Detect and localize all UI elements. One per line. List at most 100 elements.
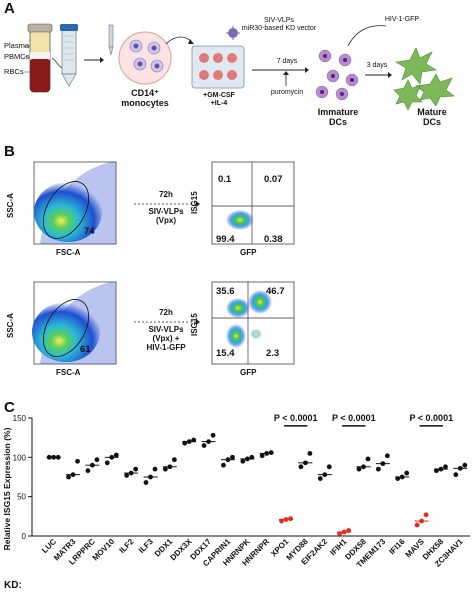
data-point: [162, 466, 168, 472]
immature-dcs-icon: [315, 49, 359, 101]
pipette-icon: [108, 24, 114, 56]
arrow-top-row2: 72h: [159, 308, 173, 317]
vector-line-1: SIV-VLPs: [264, 17, 294, 24]
data-point: [113, 452, 119, 458]
blood-tube-icon: [27, 23, 53, 93]
data-point: [317, 476, 323, 481]
data-point: [453, 472, 459, 478]
quadrant-ul-row1: 0.1: [218, 174, 232, 185]
significance-label: P < 0.0001: [274, 413, 318, 423]
data-point: [375, 466, 381, 472]
x-axis-label: KD:: [4, 580, 22, 591]
x-tick-label: ILF2: [118, 537, 136, 555]
significance-label: P < 0.0001: [332, 413, 376, 423]
data-point: [75, 458, 80, 464]
panel-b-flow: [32, 161, 295, 365]
data-point: [94, 457, 100, 463]
panel-a-schematic: [24, 23, 455, 111]
data-point: [307, 451, 313, 456]
data-point: [240, 458, 246, 464]
gate-value-row2: 61: [80, 344, 91, 355]
arrow-bottom-row2-line2: (Vpx) +: [152, 334, 180, 343]
isg15-gfp-plot-row2: [211, 281, 295, 365]
y-tick-label: 150: [13, 414, 27, 423]
x-tick-label: MOV10: [91, 537, 117, 563]
data-point: [152, 466, 158, 472]
arrow-bottom-row1-line2: (Vpx): [156, 216, 176, 225]
vector-line-2: miR30-based KD vector: [241, 25, 317, 32]
puromycin-label: puromycin: [270, 89, 304, 96]
arrow-top-row1: 72h: [159, 190, 173, 199]
monocytes-dish-icon: [118, 31, 172, 85]
ssc-label-row2: SSC-A: [6, 313, 15, 338]
fsc-label-row2: FSC-A: [56, 368, 81, 377]
y-tick-label: 0: [22, 532, 27, 541]
quadrant-ll-row1: 99.4: [216, 234, 235, 245]
tube-label-pbmcs: PBMCs: [4, 52, 30, 61]
significance-label: P < 0.0001: [409, 413, 453, 423]
data-point: [298, 464, 304, 470]
well-plate-icon: [191, 45, 245, 89]
quadrant-ur-row2: 46.7: [266, 286, 285, 297]
arrow-bottom-row1-line1: SIV-VLPs: [148, 207, 184, 216]
quadrant-ur-row1: 0.07: [264, 174, 283, 185]
y-tick-label: 100: [13, 453, 27, 462]
hiv-gfp-label: HIV-1-GFP: [384, 16, 420, 23]
isg15-label-row2: ISG15: [190, 313, 199, 336]
quadrant-lr-row1: 0.38: [264, 234, 283, 245]
data-point: [443, 464, 448, 470]
mature-dcs-icon: [393, 47, 455, 111]
data-point: [414, 522, 420, 528]
fsc-ssc-plot-row2: [32, 281, 117, 365]
data-point: [124, 473, 130, 478]
ssc-label-row1: SSC-A: [6, 193, 15, 218]
data-point: [133, 466, 139, 472]
data-point: [268, 450, 274, 456]
data-point: [288, 516, 293, 522]
cytokine-il4: +IL-4: [210, 100, 228, 107]
panel-c-letter: C: [4, 399, 15, 416]
data-point: [85, 468, 91, 474]
data-point: [171, 457, 177, 463]
data-point: [384, 453, 390, 459]
data-point: [201, 443, 207, 448]
days-1-label: 7 days: [276, 58, 298, 65]
data-point: [143, 480, 149, 485]
tube-label-rbcs: RBCs: [4, 67, 24, 76]
isg15-gfp-plot-row1: [211, 161, 295, 245]
data-point: [404, 470, 410, 476]
data-point: [462, 462, 468, 468]
gate-value-row1: 74: [84, 226, 95, 237]
data-point: [259, 453, 265, 459]
quadrant-ll-row2: 15.4: [216, 348, 235, 359]
data-point: [221, 462, 226, 468]
gfp-label-row2: GFP: [240, 368, 257, 377]
virus-icon: [226, 26, 240, 40]
data-point: [326, 464, 332, 470]
y-tick-label: 50: [17, 493, 26, 502]
data-point: [210, 432, 216, 438]
days-2-label: 3 days: [366, 62, 388, 69]
panel-a-letter: A: [4, 0, 15, 17]
gfp-label-row1: GFP: [240, 248, 257, 257]
mature-label-1: Mature: [417, 107, 447, 117]
quadrant-ul-row2: 35.6: [216, 286, 235, 297]
immature-label-2: DCs: [328, 117, 347, 127]
data-point: [356, 466, 362, 472]
mature-label-2: DCs: [422, 117, 441, 127]
fsc-ssc-plot-row1: [33, 161, 117, 245]
monocytes-label: CD14⁺ monocytes: [121, 88, 169, 108]
panel-b-letter: B: [4, 143, 15, 160]
arrow-bottom-row2-line3: HIV-1-GFP: [146, 343, 186, 352]
quadrant-lr-row2: 2.3: [266, 348, 280, 359]
data-point: [104, 460, 110, 466]
arrow-bottom-row2-line1: SIV-VLPs: [148, 325, 184, 334]
data-point: [365, 456, 371, 462]
tube-label-plasma: Plasma: [4, 41, 30, 50]
falcon-tube-icon: [60, 24, 78, 87]
data-point: [230, 454, 235, 460]
y-axis-label: Relative ISG15 Expression (%): [2, 427, 12, 550]
data-point: [423, 512, 429, 518]
fsc-label-row1: FSC-A: [56, 248, 81, 257]
data-point: [66, 474, 71, 480]
